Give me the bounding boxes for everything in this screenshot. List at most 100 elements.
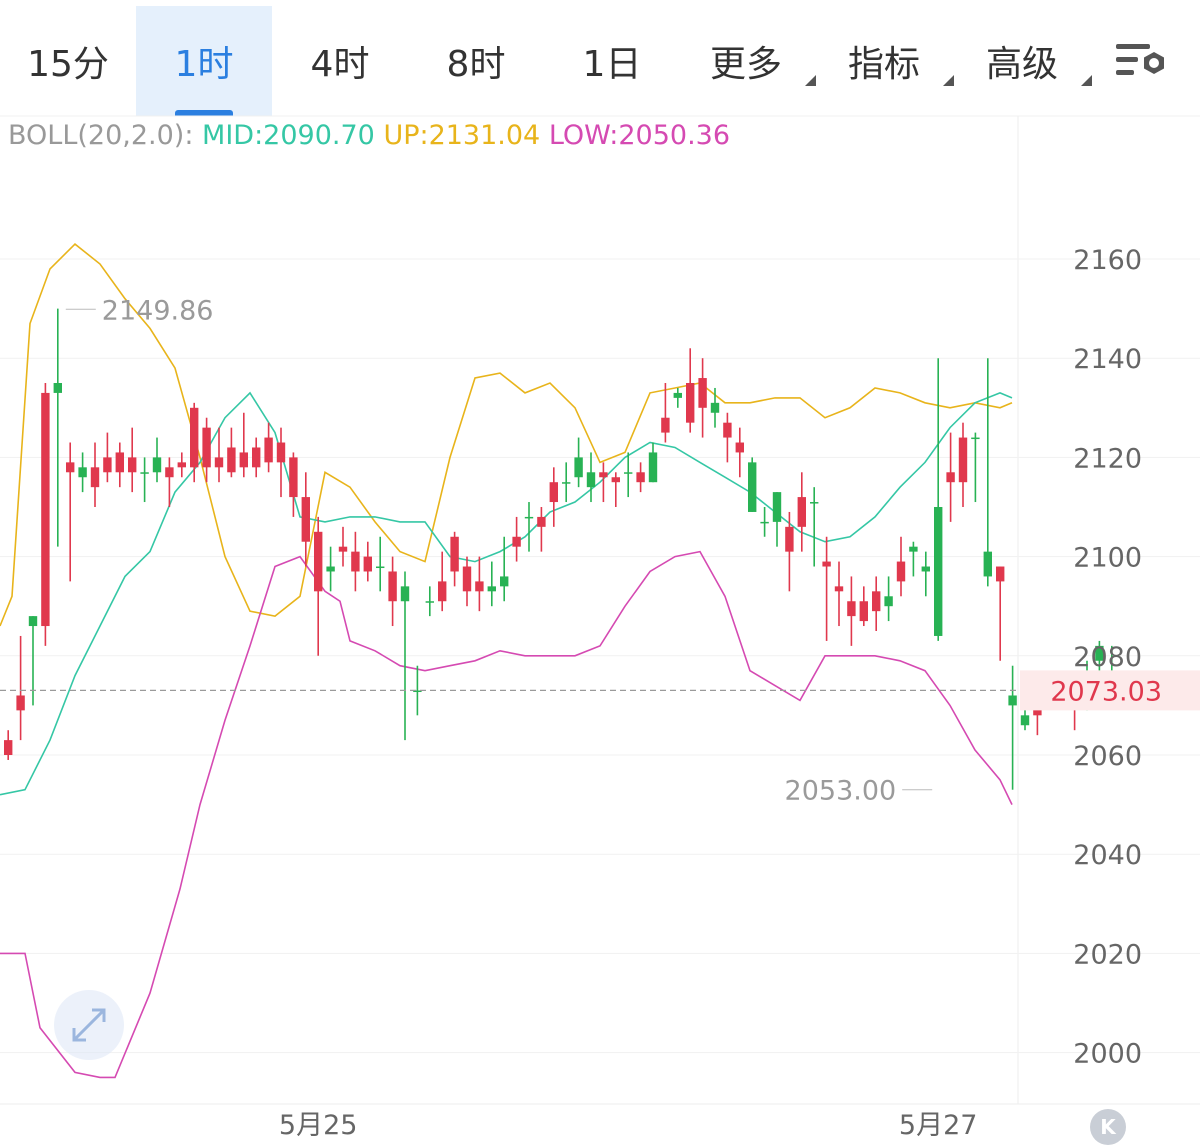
active-tab-indicator xyxy=(175,110,233,116)
current-price-badge xyxy=(1020,670,1200,711)
tab-label: 更多 xyxy=(709,44,782,85)
tab-4hour[interactable]: 4时 xyxy=(272,6,408,116)
candle-body xyxy=(884,596,893,607)
candle-body xyxy=(971,437,980,440)
candle-body xyxy=(996,566,1005,582)
candle-body xyxy=(822,561,831,567)
tab-indicators-dropdown[interactable]: 指标 xyxy=(828,6,954,116)
tab-15min[interactable]: 15分 xyxy=(0,6,136,116)
candle-body xyxy=(524,516,534,519)
candle-body xyxy=(772,492,782,522)
y-tick-label: 2140 xyxy=(1073,344,1142,375)
candle-body xyxy=(574,457,583,478)
candle-body xyxy=(934,507,943,636)
boll-lower-line xyxy=(0,550,1013,1079)
candle-body xyxy=(326,566,335,572)
candle-body xyxy=(165,467,174,478)
candle-body xyxy=(400,586,410,602)
chart-settings-icon[interactable] xyxy=(1114,38,1174,88)
y-tick-label: 2040 xyxy=(1073,840,1142,871)
candle-body xyxy=(202,427,211,468)
candle-body xyxy=(946,472,955,483)
y-tick-label: 2020 xyxy=(1073,939,1142,970)
candle-body xyxy=(909,546,918,552)
y-tick-label: 2160 xyxy=(1073,245,1142,276)
x-tick-label: 5月27 xyxy=(899,1110,978,1141)
candle-body xyxy=(462,566,472,592)
boll-indicator-legend: BOLL(20,2.0): MID:2090.70 UP:2131.04 LOW… xyxy=(8,120,730,151)
boll-bands xyxy=(0,243,1013,1079)
tab-1day[interactable]: 1日 xyxy=(544,6,680,116)
candle-body xyxy=(438,581,447,602)
candle-body xyxy=(735,442,744,453)
candle-body xyxy=(338,546,348,552)
chart-annotations: 2073.03 2149.86 2053.00 xyxy=(0,295,1200,807)
candle-body xyxy=(264,437,273,463)
candle-body xyxy=(4,740,13,755)
candle-body xyxy=(314,531,323,592)
candle-body xyxy=(748,462,757,512)
tab-advanced-dropdown[interactable]: 高级 xyxy=(966,6,1092,116)
boll-mid-value: MID:2090.70 xyxy=(202,120,375,151)
candle-body xyxy=(599,472,608,478)
candle-body xyxy=(834,586,844,592)
candle-body xyxy=(301,497,310,542)
candle-body xyxy=(152,457,162,473)
tab-label: 1日 xyxy=(582,44,642,85)
candle-body xyxy=(351,551,360,572)
candle-body xyxy=(103,457,112,473)
dropdown-triangle-icon xyxy=(805,75,816,86)
candle-body xyxy=(549,482,558,503)
candle-body xyxy=(425,601,434,603)
x-tick-label: 5月25 xyxy=(279,1110,358,1141)
candle-body xyxy=(289,457,298,498)
candle-body xyxy=(78,467,87,478)
candle-body xyxy=(214,457,224,468)
candles xyxy=(4,308,1116,790)
tab-label: 高级 xyxy=(985,44,1058,85)
current-price-label: 2073.03 xyxy=(1050,676,1162,707)
y-tick-label: 2120 xyxy=(1073,443,1142,474)
candle-body xyxy=(450,536,459,572)
candle-body xyxy=(710,402,720,413)
candle-body xyxy=(921,566,930,572)
candle-body xyxy=(611,477,620,483)
tab-label: 1时 xyxy=(174,44,234,85)
candle-body xyxy=(276,442,286,463)
tab-8hour[interactable]: 8时 xyxy=(408,6,544,116)
candle-body xyxy=(475,581,484,592)
boll-mid-line xyxy=(0,391,1013,796)
tab-more-dropdown[interactable]: 更多 xyxy=(690,6,816,116)
candle-body xyxy=(1020,715,1030,726)
y-tick-label: 2000 xyxy=(1073,1039,1142,1070)
candle-body xyxy=(624,472,633,474)
candle-body xyxy=(41,392,50,627)
kline-toggle-icon[interactable]: K xyxy=(1090,1109,1126,1145)
candle-body xyxy=(512,536,521,547)
candle-body xyxy=(562,482,571,484)
candle-body xyxy=(252,447,261,468)
candle-body xyxy=(785,526,794,552)
candle-body xyxy=(177,462,186,468)
candle-body xyxy=(958,437,968,483)
candle-body xyxy=(90,467,100,488)
candle-body xyxy=(872,591,881,612)
candle-body xyxy=(66,462,75,473)
candle-body xyxy=(1008,695,1017,706)
candle-body xyxy=(1095,645,1104,661)
tab-1hour[interactable]: 1时 xyxy=(136,6,272,116)
candle-body xyxy=(115,452,124,473)
candle-body xyxy=(896,561,906,582)
boll-name: BOLL(20,2.0): xyxy=(8,120,194,151)
candle-body xyxy=(16,695,25,711)
y-tick-label: 2080 xyxy=(1073,642,1142,673)
fullscreen-expand-icon[interactable] xyxy=(54,990,124,1060)
candle-body xyxy=(673,392,682,398)
candle-body xyxy=(636,472,645,483)
candle-body xyxy=(983,551,992,577)
tab-label: 指标 xyxy=(847,44,920,85)
candle-body xyxy=(586,472,596,488)
candle-body xyxy=(698,378,707,408)
candle-body xyxy=(376,566,385,569)
